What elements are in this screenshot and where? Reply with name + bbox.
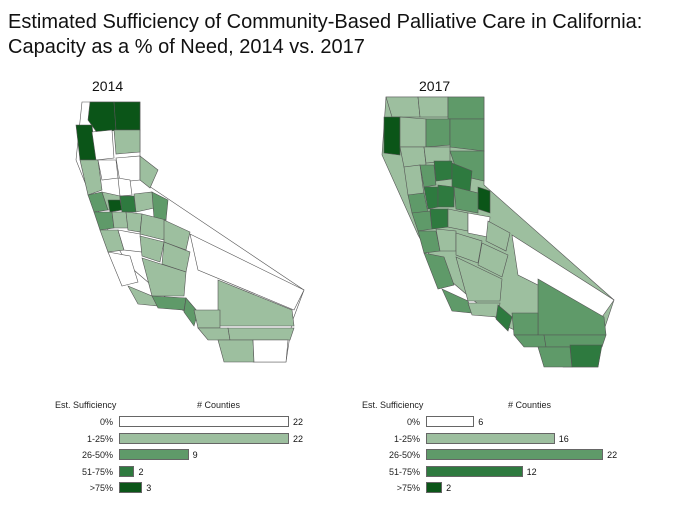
county-region xyxy=(423,146,451,164)
county-region xyxy=(125,211,143,233)
bar-value-label: 12 xyxy=(526,466,537,477)
county-region xyxy=(477,186,491,214)
bar-value-label: 22 xyxy=(293,417,304,427)
county-region xyxy=(227,327,295,341)
county-region xyxy=(537,346,573,368)
category-label: >75% xyxy=(396,483,420,493)
county-region xyxy=(113,101,141,131)
bar xyxy=(119,482,143,493)
county-region xyxy=(383,116,401,156)
bar xyxy=(426,432,555,444)
bar xyxy=(426,449,604,460)
county-region xyxy=(119,195,137,213)
bar xyxy=(119,465,135,477)
county-region xyxy=(447,96,485,120)
map-title-2014: 2014 xyxy=(92,78,124,94)
county-region xyxy=(217,339,255,363)
county-region xyxy=(513,334,547,348)
category-label: 26-50% xyxy=(388,450,420,460)
county-region xyxy=(569,344,603,368)
bar-value-label: 6 xyxy=(478,417,484,427)
county-region xyxy=(139,155,159,189)
county-region xyxy=(163,219,191,251)
bar-value-label: 16 xyxy=(558,433,569,444)
county-region xyxy=(139,235,165,263)
xlabel-2014: # Counties xyxy=(197,400,241,410)
category-label: 0% xyxy=(406,417,420,427)
bar xyxy=(119,449,189,460)
bar-value-label: 9 xyxy=(192,450,198,460)
county-region xyxy=(437,184,455,208)
county-region xyxy=(113,129,141,155)
county-region xyxy=(385,96,421,118)
county-region xyxy=(419,164,437,188)
county-region xyxy=(455,256,503,302)
bar-value-label: 3 xyxy=(146,483,152,493)
title-line-2: Capacity as a % of Need, 2014 vs. 2017 xyxy=(8,36,365,58)
county-region xyxy=(252,339,289,363)
county-region xyxy=(79,159,103,196)
ylabel-2014: Est. Sufficiency xyxy=(55,400,117,410)
california-map-2017 xyxy=(381,96,615,368)
california-map-2014 xyxy=(75,101,305,363)
title-line-1: Estimated Sufficiency of Community-Based… xyxy=(8,11,643,33)
county-region xyxy=(429,208,449,230)
bar-value-label: 2 xyxy=(446,483,452,493)
county-region xyxy=(91,129,115,161)
county-region xyxy=(111,211,129,229)
county-region xyxy=(183,297,199,327)
category-label: 51-75% xyxy=(388,466,420,477)
bar xyxy=(426,465,523,477)
county-region xyxy=(107,251,139,287)
map-title-2017: 2017 xyxy=(419,78,451,94)
county-region xyxy=(477,242,509,278)
category-label: 1-25% xyxy=(86,433,113,444)
county-region xyxy=(543,334,607,348)
county-region xyxy=(193,309,221,329)
county-region xyxy=(117,177,133,197)
category-label: 26-50% xyxy=(81,450,113,460)
bar-value-label: 2 xyxy=(138,466,144,477)
county-region xyxy=(189,233,305,311)
county-region xyxy=(485,220,511,252)
county-region xyxy=(495,304,513,332)
category-label: 51-75% xyxy=(81,466,113,477)
county-region xyxy=(399,146,427,168)
county-region xyxy=(417,96,449,118)
county-region xyxy=(107,199,123,213)
bar xyxy=(119,416,290,427)
county-region xyxy=(151,295,187,311)
county-region xyxy=(467,302,501,318)
xlabel-2017: # Counties xyxy=(508,400,552,410)
county-region xyxy=(511,312,539,336)
county-region xyxy=(449,118,485,152)
ylabel-2017: Est. Sufficiency xyxy=(362,400,424,410)
category-label: 1-25% xyxy=(393,433,420,444)
bar xyxy=(426,416,475,427)
county-region xyxy=(453,186,479,214)
county-region xyxy=(151,191,169,221)
bar xyxy=(426,482,443,493)
bar xyxy=(119,432,290,444)
county-region xyxy=(141,257,187,297)
county-region xyxy=(399,116,427,148)
county-region xyxy=(423,252,455,290)
county-region xyxy=(447,208,469,232)
county-region xyxy=(425,118,451,148)
county-region xyxy=(197,327,231,341)
bar-value-label: 22 xyxy=(607,450,618,460)
category-label: 0% xyxy=(99,417,113,427)
county-region xyxy=(93,211,115,231)
chart-title: Estimated Sufficiency of Community-Based… xyxy=(8,10,688,60)
county-region xyxy=(433,160,453,182)
bar-value-label: 22 xyxy=(293,433,304,444)
county-region xyxy=(455,232,483,264)
category-label: >75% xyxy=(89,483,113,493)
